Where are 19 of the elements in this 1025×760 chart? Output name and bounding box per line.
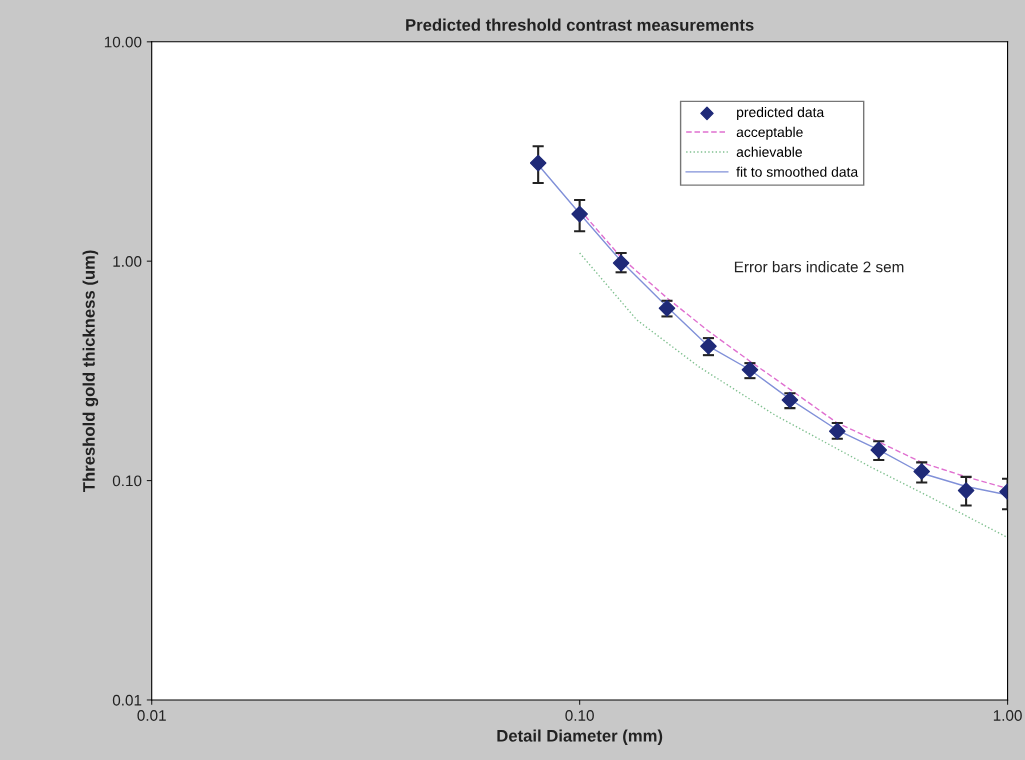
y-tick-label: 10.00 [104, 36, 142, 48]
y-tick-label: 0.01 [112, 694, 142, 706]
point [529, 154, 547, 172]
y-tick-label: 0.10 [112, 475, 142, 487]
x-tick-label: 0.10 [565, 710, 594, 721]
point [571, 205, 588, 223]
chart-title: Predicted threshold contrast measurements [406, 18, 754, 31]
y-tick-label: 1.00 [113, 256, 142, 267]
point [957, 482, 975, 499]
legend-label: predicted data [737, 106, 825, 120]
y-axis-title: Threshold gold thickness (um) [82, 250, 99, 492]
legend-label: acceptable [736, 126, 803, 140]
x-tick-label: 1.00 [993, 710, 1022, 721]
point [913, 463, 931, 480]
legend-label: achievable [736, 146, 802, 157]
annotation: Error bars indicate 2 sem [734, 261, 904, 273]
x-axis-title: Detail Diameter (mm) [497, 729, 663, 746]
legend-label: fit to smoothed data [736, 166, 859, 177]
x-tick-label: 0.01 [137, 710, 166, 721]
